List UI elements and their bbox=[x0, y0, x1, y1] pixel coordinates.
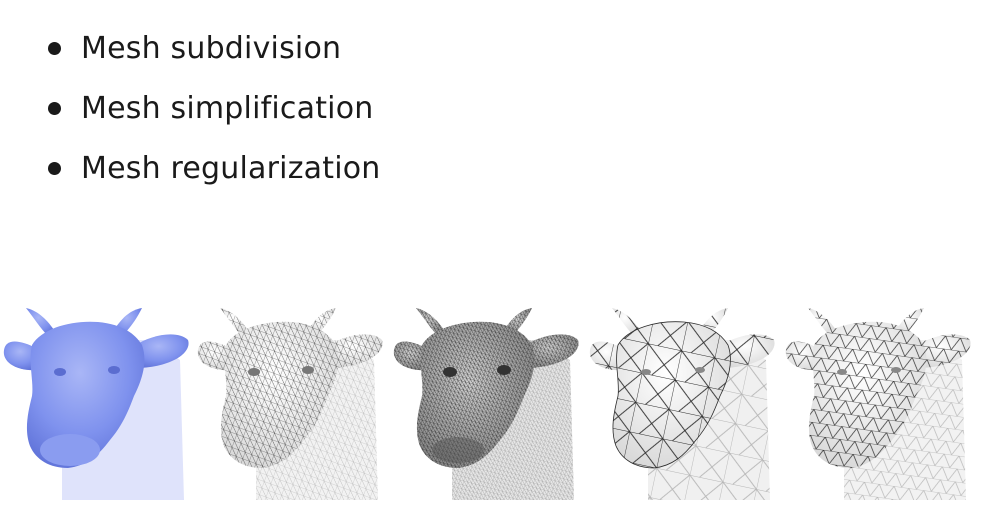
cow-regularized-wireframe-icon bbox=[784, 300, 976, 500]
bullet-text: Mesh regularization bbox=[81, 150, 381, 186]
cow-subdivided-wireframe-icon bbox=[196, 300, 388, 500]
bullet-text: Mesh subdivision bbox=[81, 30, 342, 66]
bullet-text: Mesh simplification bbox=[81, 90, 374, 126]
bullet-list: Mesh subdivision Mesh simplification Mes… bbox=[48, 18, 381, 198]
cow-simplified-wireframe-icon bbox=[588, 300, 780, 500]
bullet-item: Mesh simplification bbox=[48, 78, 381, 138]
bullet-item: Mesh regularization bbox=[48, 138, 381, 198]
bullet-dot-icon bbox=[48, 161, 61, 175]
cow-dense-dark-wireframe-icon bbox=[392, 300, 584, 500]
bullet-item: Mesh subdivision bbox=[48, 18, 381, 78]
cow-smooth-shaded-icon bbox=[2, 300, 194, 500]
bullet-dot-icon bbox=[48, 41, 61, 55]
bullet-dot-icon bbox=[48, 101, 61, 115]
